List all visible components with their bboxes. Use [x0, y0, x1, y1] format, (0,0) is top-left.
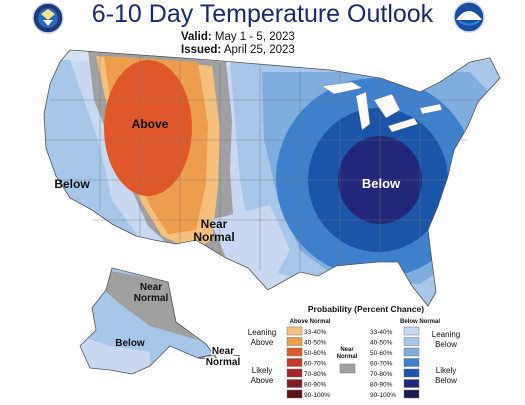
legend-above-swatch-3 [286, 347, 303, 357]
legend-above-swatch-7 [286, 389, 303, 399]
legend-below-range-4: 60-70% [370, 361, 393, 368]
legend-above-swatch-4 [286, 358, 303, 367]
legend-likely-below-1: Likely [436, 366, 456, 375]
legend-near-normal-1: Near [340, 347, 354, 353]
alaska-near-normal-region [104, 270, 198, 340]
label-near-normal-sw-1: Near [201, 217, 228, 231]
legend-above-range-7: 90-100% [304, 392, 330, 399]
legend-leaning-above-2: Above [251, 338, 274, 347]
legend-below-range-2: 40-50% [370, 340, 393, 347]
legend-below-range-3: 50-60% [370, 350, 393, 357]
legend-below-swatch-1 [403, 326, 420, 336]
issued-label: Issued: [181, 44, 222, 56]
legend-above-swatch-5 [286, 368, 303, 378]
legend-below-range-1: 33-40% [370, 329, 393, 336]
legend-below-range-6: 80-90% [370, 382, 393, 389]
legend-above-swatch-6 [286, 379, 303, 388]
above-50-60-region [104, 60, 192, 196]
legend-near-normal-2: Normal [337, 354, 358, 360]
legend-below-swatch-6 [403, 379, 420, 388]
legend-above-swatch-2 [286, 337, 303, 346]
valid-value: May 1 - 5, 2023 [214, 31, 295, 43]
legend-below-swatch-7 [403, 389, 420, 399]
legend-above-range-3: 50-60% [304, 350, 327, 357]
alaska-outline [79, 267, 219, 375]
legend-below-swatches: 33-40% 40-50% 50-60% 60-70% 70-80% 80-90% 90-1… [370, 326, 420, 399]
valid-dates: Valid: May 1 - 5, 2023 [181, 31, 295, 43]
label-above: Above [132, 117, 169, 131]
label-aleutian-near-2: Normal [206, 357, 241, 368]
legend-above-range-2: 40-50% [304, 340, 327, 347]
issued-value: April 25, 2023 [223, 44, 295, 56]
legend-below-header: Below Normal [400, 319, 440, 325]
west-coast-below-region [44, 60, 138, 236]
near-normal-sw-region [210, 205, 290, 290]
legend-leaning-above-1: Leaning [248, 328, 276, 337]
legend-likely-below-2: Below [435, 376, 457, 385]
legend-below-range-5: 70-80% [370, 371, 393, 378]
doc-seal-logo [32, 2, 64, 34]
label-near-normal-sw-2: Normal [193, 230, 234, 244]
aleutian-islands [197, 353, 241, 359]
great-lakes [321, 81, 443, 133]
legend-likely-above-1: Likely [252, 366, 272, 375]
legend-above-swatches: 33-40% 40-50% 50-60% 60-70% 70-80% 80-90% 90-1… [286, 326, 330, 399]
legend-below-swatch-3 [403, 347, 420, 357]
legend-leaning-below-1: Leaning [432, 330, 460, 339]
legend: Probability (Percent Chance) Above Norma… [248, 304, 460, 399]
page-title: 6-10 Day Temperature Outlook [91, 0, 434, 28]
alaska-light-region [80, 336, 150, 374]
legend-likely-above-2: Above [251, 376, 274, 385]
label-alaska-near-1: Near [140, 282, 162, 293]
legend-above-range-5: 70-80% [304, 371, 327, 378]
noaa-logo [453, 1, 485, 33]
legend-above-range-6: 80-90% [304, 382, 327, 389]
label-aleutian-near-1: Near [212, 346, 234, 357]
conus-outline [43, 49, 501, 307]
valid-label: Valid: [181, 31, 212, 43]
legend-below-swatch-2 [403, 337, 420, 346]
legend-near-normal-swatch [339, 363, 356, 374]
legend-above-swatch-1 [286, 326, 303, 336]
label-alaska-below: Below [115, 338, 145, 349]
legend-title: Probability (Percent Chance) [308, 304, 424, 314]
label-alaska-near-2: Normal [134, 293, 169, 304]
label-below-west: Below [54, 177, 90, 191]
legend-above-header: Above Normal [290, 319, 331, 325]
label-below-east: Below [362, 176, 401, 191]
legend-below-swatch-4 [403, 358, 420, 367]
issued-date: Issued: April 25, 2023 [181, 44, 295, 56]
legend-below-swatch-5 [403, 368, 420, 378]
legend-above-range-4: 60-70% [304, 361, 327, 368]
legend-leaning-below-2: Below [435, 340, 457, 349]
legend-above-range-1: 33-40% [304, 329, 327, 336]
legend-below-range-7: 90-100% [370, 392, 396, 399]
